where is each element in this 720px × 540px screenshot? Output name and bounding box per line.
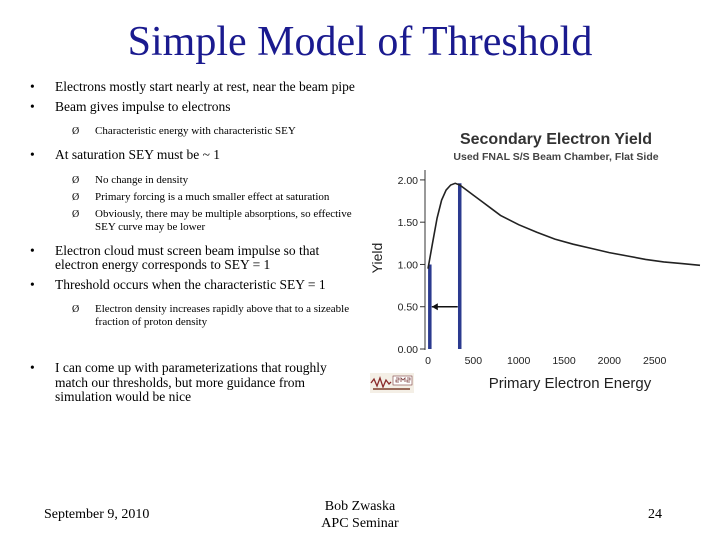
sub-bullet-item: Ø Characteristic energy with characterist… — [30, 125, 360, 138]
bullet-item: • Beam gives impulse to electrons — [30, 98, 360, 115]
bullet-text: Beam gives impulse to electrons — [55, 98, 231, 114]
bullet-glyph: • — [30, 276, 35, 292]
sub-bullet-item: Ø Primary forcing is a much smaller effec… — [30, 191, 360, 204]
chart-x-axis-label: Primary Electron Energy — [489, 375, 652, 392]
bullet-glyph: • — [30, 79, 35, 94]
chart-subtitle: Used FNAL S/S Beam Chamber, Flat Side — [453, 151, 658, 163]
sub-bullet-item: Ø No change in density — [30, 174, 360, 187]
bullet-glyph: • — [30, 242, 35, 258]
footer-date: September 9, 2010 — [44, 507, 150, 522]
y-tick-label: 1.00 — [398, 259, 419, 271]
footer-author: Bob Zwaska — [324, 499, 396, 514]
page-number: 24 — [648, 507, 662, 522]
sub-bullet-arrow-icon: Ø — [72, 191, 80, 203]
bullet-text: Electron cloud must screen beam impulse … — [55, 242, 320, 272]
footer-presenter: Bob Zwaska APC Seminar — [300, 498, 420, 532]
bullet-text: Electrons mostly start nearly at rest, n… — [55, 79, 355, 94]
x-tick-label: 2500 — [643, 355, 667, 367]
bullet-item: • Electrons mostly start nearly at rest, … — [30, 79, 360, 95]
yield-curve — [427, 182, 701, 269]
sey-chart: Secondary Electron Yield Used FNAL S/S B… — [366, 120, 710, 400]
bullet-text: At saturation SEY must be ~ 1 — [55, 147, 221, 162]
bullet-text: Threshold occurs when the characteristic… — [55, 276, 326, 292]
chart-y-axis-label: Yield — [369, 243, 385, 274]
bullet-glyph: • — [30, 98, 35, 114]
y-tick-label: 2.00 — [398, 175, 419, 187]
x-tick-label: 2000 — [598, 355, 622, 367]
sub-bullet-item: Ø Obviously, there may be multiple absorp… — [30, 208, 360, 234]
sub-bullet-text: No change in density — [95, 173, 189, 186]
footer-event: APC Seminar — [321, 516, 399, 531]
slide-title: Simple Model of Threshold — [127, 19, 593, 65]
bullet-list: • Electrons mostly start nearly at rest, … — [30, 79, 360, 410]
y-tick-label: 0.00 — [398, 344, 419, 356]
bullet-text: I can come up with parameterizations tha… — [55, 360, 327, 404]
bullet-item: • Electron cloud must screen beam impulse… — [30, 242, 360, 273]
sub-bullet-text: Characteristic energy with characteristi… — [95, 125, 296, 137]
bullet-glyph: • — [30, 147, 35, 162]
sub-bullet-arrow-icon: Ø — [72, 304, 80, 315]
x-tick-label: 500 — [465, 355, 483, 367]
sub-bullet-arrow-icon: Ø — [72, 126, 80, 137]
sub-bullet-text: Primary forcing is a much smaller effect… — [95, 190, 330, 203]
bullet-item: • At saturation SEY must be ~ 1 — [30, 147, 360, 163]
x-tick-label: 1000 — [507, 355, 531, 367]
sub-bullet-arrow-icon: Ø — [72, 174, 80, 186]
y-tick-label: 1.50 — [398, 217, 419, 229]
bullet-item: • I can come up with parameterizations th… — [30, 360, 360, 405]
sub-bullet-text: Obviously, there may be multiple absorpt… — [95, 207, 352, 233]
y-tick-label: 0.50 — [398, 302, 419, 314]
arrow-head — [431, 303, 438, 311]
x-tick-label: 0 — [425, 355, 431, 367]
sub-bullet-arrow-icon: Ø — [72, 208, 80, 220]
sub-bullet-item: Ø Electron density increases rapidly abov… — [30, 303, 360, 329]
bullet-glyph: • — [30, 360, 35, 375]
chart-title: Secondary Electron Yield — [460, 131, 652, 148]
x-tick-label: 1500 — [552, 355, 576, 367]
sub-bullet-text: Electron density increases rapidly above… — [95, 303, 350, 328]
sms-logo — [370, 373, 414, 393]
bullet-item: • Threshold occurs when the characteristi… — [30, 276, 360, 293]
